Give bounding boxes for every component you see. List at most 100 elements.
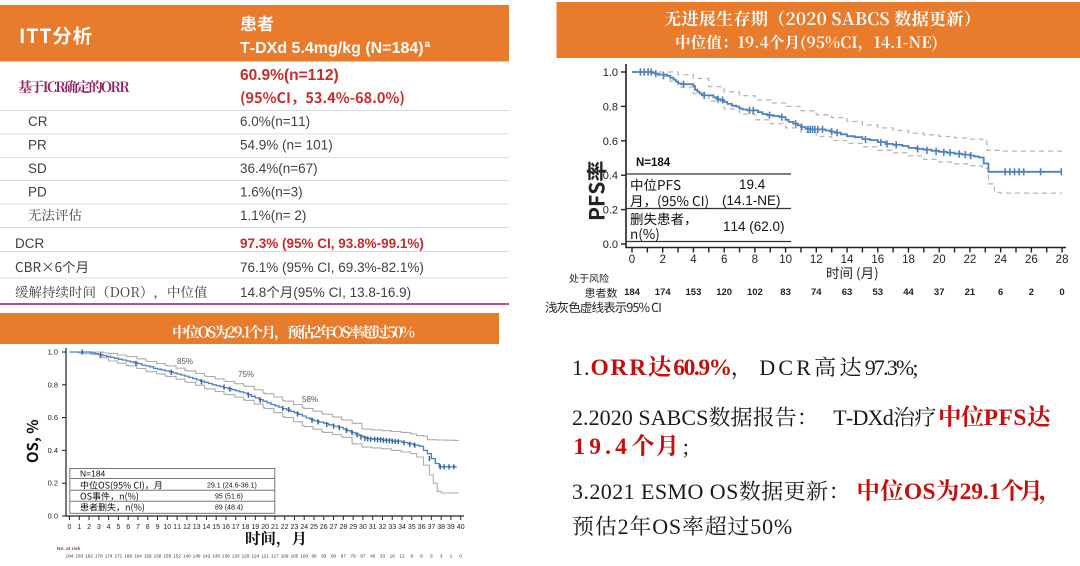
- svg-text:124: 124: [251, 554, 259, 559]
- svg-text:14: 14: [841, 254, 854, 266]
- svg-text:19.4: 19.4: [573, 434, 631, 460]
- svg-text:38: 38: [437, 524, 445, 531]
- svg-text:76.1% (95% CI, 69.3%-82.1%): 76.1% (95% CI, 69.3%-82.1%): [240, 260, 424, 275]
- svg-text:102: 102: [747, 287, 763, 298]
- svg-text:(95% CI, 13.8-16.9): (95% CI, 13.8-16.9): [293, 285, 411, 300]
- svg-text:24: 24: [994, 254, 1007, 266]
- svg-text:33: 33: [380, 554, 386, 559]
- svg-text:36: 36: [418, 524, 426, 531]
- svg-text:6: 6: [430, 554, 433, 559]
- svg-text:58%: 58%: [302, 395, 318, 404]
- svg-text:23: 23: [291, 524, 299, 531]
- svg-text:26: 26: [1025, 254, 1038, 266]
- svg-text:OS: OS: [652, 514, 682, 539]
- svg-text:96: 96: [311, 554, 317, 559]
- svg-text:OS: OS: [904, 479, 936, 505]
- svg-text:183: 183: [75, 554, 83, 559]
- svg-text:9: 9: [411, 554, 414, 559]
- svg-text:100: 100: [300, 554, 308, 559]
- svg-text:DCR: DCR: [15, 236, 44, 251]
- svg-text:13: 13: [193, 524, 201, 531]
- svg-text:95 (51.6): 95 (51.6): [215, 494, 243, 501]
- svg-text:22: 22: [281, 524, 289, 531]
- svg-text:3: 3: [440, 554, 443, 559]
- svg-text:6: 6: [998, 287, 1003, 298]
- svg-text:105: 105: [291, 554, 299, 559]
- svg-text:1.6%(n=3): 1.6%(n=3): [240, 185, 303, 200]
- svg-text:0: 0: [459, 554, 462, 559]
- svg-text:33: 33: [388, 524, 396, 531]
- svg-text:21: 21: [965, 287, 976, 298]
- svg-text:40: 40: [457, 524, 465, 531]
- svg-text:0.8: 0.8: [48, 380, 58, 389]
- svg-text:60.9%: 60.9%: [673, 355, 730, 381]
- svg-text:27: 27: [330, 524, 338, 531]
- svg-text:17: 17: [232, 524, 240, 531]
- svg-text:12: 12: [810, 254, 823, 266]
- svg-text:142: 142: [203, 554, 211, 559]
- svg-text:0.0: 0.0: [603, 239, 618, 251]
- svg-text:174: 174: [105, 554, 113, 559]
- svg-text:90: 90: [331, 554, 337, 559]
- svg-text:67: 67: [360, 554, 366, 559]
- svg-text:16: 16: [871, 254, 884, 266]
- svg-text:1.: 1.: [572, 355, 591, 380]
- svg-text:117: 117: [271, 554, 279, 559]
- svg-text:N=184: N=184: [636, 157, 671, 169]
- svg-text:8: 8: [752, 254, 758, 266]
- svg-text:53: 53: [872, 287, 883, 298]
- svg-text:121: 121: [261, 554, 269, 559]
- svg-text:25: 25: [310, 524, 318, 531]
- svg-text:114 (62.0): 114 (62.0): [723, 219, 785, 234]
- svg-text:74: 74: [811, 287, 822, 298]
- svg-text:No. at risk: No. at risk: [57, 546, 81, 552]
- svg-text:146: 146: [193, 554, 201, 559]
- svg-text:T-DXd: T-DXd: [833, 405, 894, 430]
- svg-text:20: 20: [933, 254, 946, 266]
- svg-text:1: 1: [450, 554, 453, 559]
- svg-text:1.0: 1.0: [48, 348, 58, 357]
- svg-text:3.2021 ESMO OS: 3.2021 ESMO OS: [572, 479, 739, 504]
- svg-text:10: 10: [163, 524, 171, 531]
- svg-text:SD: SD: [28, 161, 47, 176]
- svg-text:2: 2: [618, 514, 630, 539]
- svg-text:ORR: ORR: [591, 355, 648, 381]
- svg-text:14: 14: [203, 524, 211, 531]
- svg-text:75%: 75%: [238, 370, 254, 379]
- svg-text:29.1 (24.6-36.1): 29.1 (24.6-36.1): [207, 483, 257, 490]
- svg-text:3: 3: [97, 524, 101, 531]
- svg-text:14.8: 14.8: [240, 285, 266, 300]
- svg-text:164: 164: [134, 554, 142, 559]
- svg-text:60.9%(n=112): 60.9%(n=112): [240, 67, 339, 84]
- svg-text:a: a: [425, 39, 431, 50]
- svg-text:0.2: 0.2: [603, 205, 618, 217]
- svg-text:18: 18: [902, 254, 915, 266]
- svg-text:21: 21: [271, 524, 279, 531]
- svg-text:CR: CR: [28, 114, 48, 129]
- svg-text:136: 136: [222, 554, 230, 559]
- svg-text:4: 4: [107, 524, 111, 531]
- svg-text:182: 182: [85, 554, 93, 559]
- svg-text:7: 7: [136, 524, 140, 531]
- svg-text:37: 37: [934, 287, 945, 298]
- svg-text:174: 174: [655, 287, 672, 298]
- svg-text:46: 46: [370, 554, 376, 559]
- svg-text:0.0: 0.0: [48, 512, 58, 521]
- svg-text:0.6: 0.6: [603, 136, 618, 148]
- svg-text:6: 6: [721, 254, 727, 266]
- svg-text:153: 153: [686, 287, 702, 298]
- svg-text:0: 0: [629, 254, 635, 266]
- svg-text:35: 35: [408, 524, 416, 531]
- svg-text:12: 12: [183, 524, 191, 531]
- svg-text:83: 83: [780, 287, 791, 298]
- svg-text:16: 16: [222, 524, 230, 531]
- svg-text:44: 44: [903, 287, 914, 298]
- svg-text:50%: 50%: [750, 514, 793, 539]
- svg-text:24: 24: [300, 524, 308, 531]
- svg-text:18: 18: [390, 554, 396, 559]
- svg-text:N=184: N=184: [80, 469, 106, 479]
- svg-text:129: 129: [242, 554, 250, 559]
- svg-text:63: 63: [842, 287, 853, 298]
- svg-text:158: 158: [154, 554, 162, 559]
- svg-text:140: 140: [212, 554, 220, 559]
